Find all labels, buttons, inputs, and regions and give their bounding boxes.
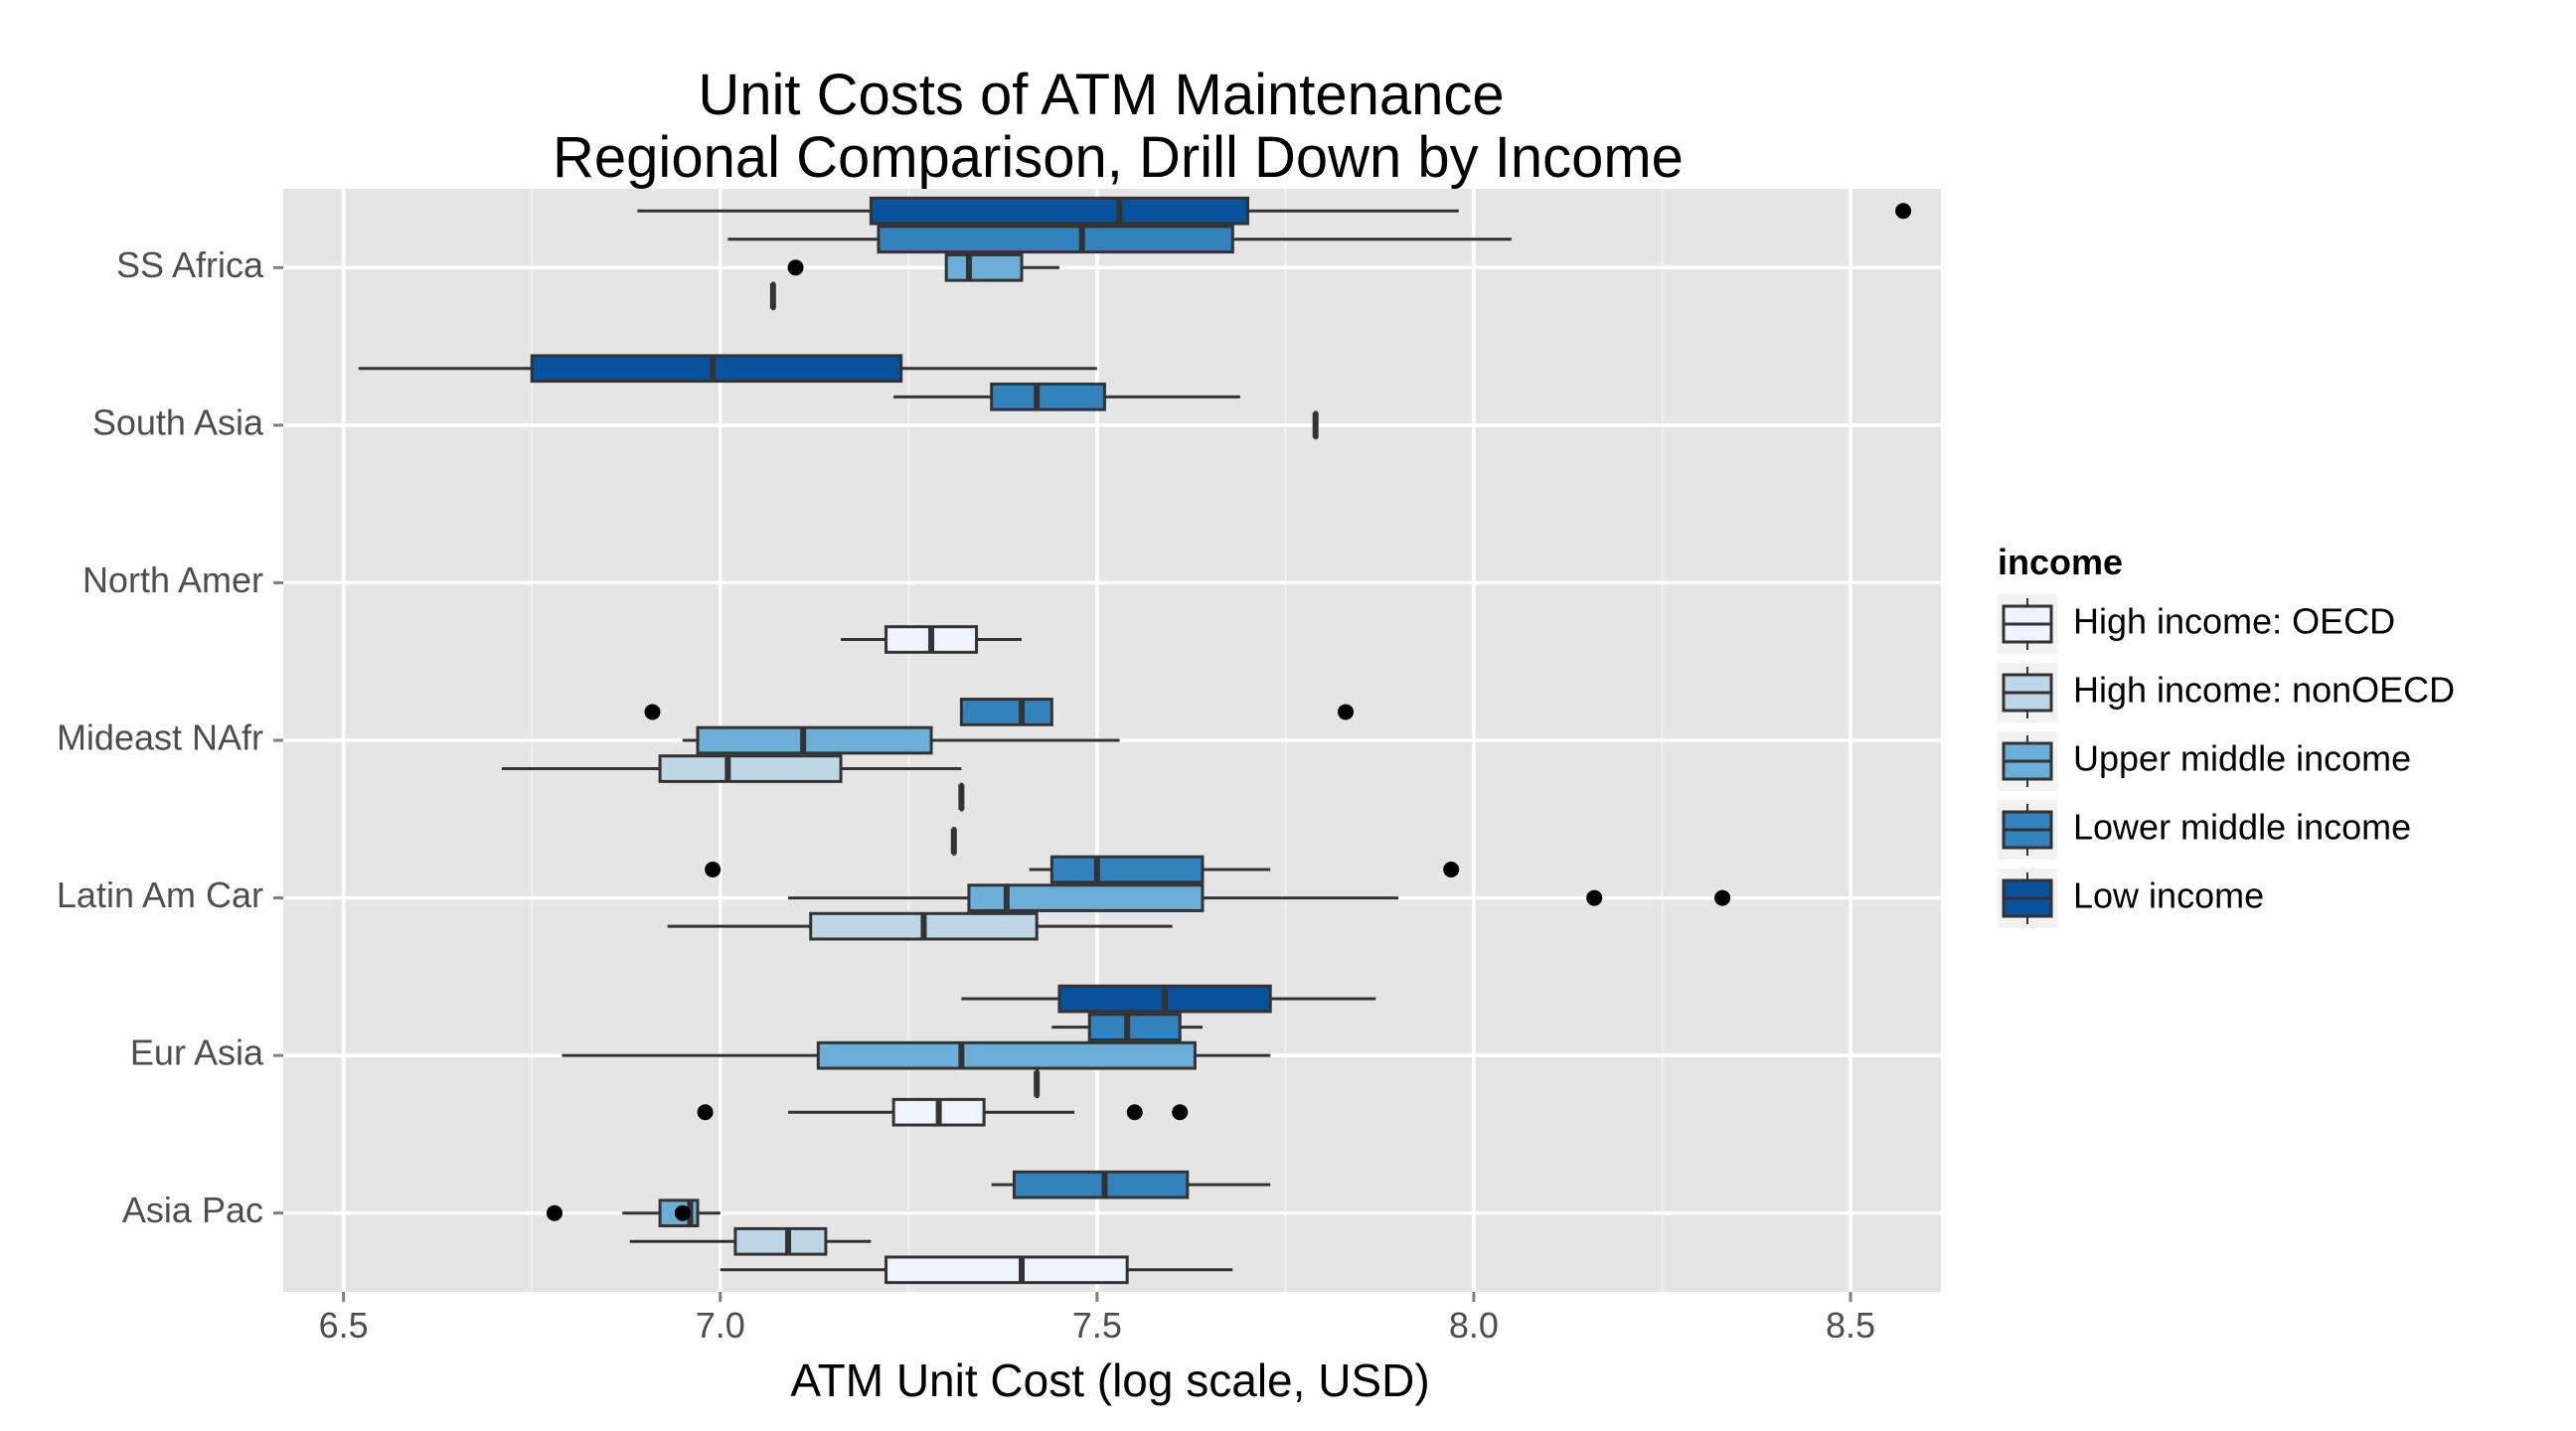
outlier-point bbox=[1895, 203, 1912, 220]
box-iqr bbox=[733, 1226, 828, 1256]
box-eur-asia-upper-middle-income bbox=[562, 1040, 1271, 1070]
outlier-point bbox=[705, 862, 722, 878]
outlier-point bbox=[1714, 889, 1731, 906]
y-tick-label: Latin Am Car bbox=[57, 874, 263, 915]
x-tick-label: 6.5 bbox=[319, 1305, 369, 1346]
legend-label: Upper middle income bbox=[2073, 738, 2411, 779]
legend-label: Lower middle income bbox=[2073, 807, 2411, 848]
box-latin-am-car-low-income bbox=[950, 827, 957, 856]
box-asia-pac-high-income-oecd bbox=[720, 1255, 1233, 1285]
box-iqr bbox=[1012, 1170, 1190, 1199]
y-tick-label: Asia Pac bbox=[122, 1190, 263, 1230]
x-axis-title: ATM Unit Cost (log scale, USD) bbox=[790, 1354, 1429, 1406]
legend-item-high-income-nonoecd: High income: nonOECD bbox=[1998, 663, 2455, 722]
box-asia-pac-high-income-nonoecd bbox=[629, 1226, 872, 1256]
outlier-point bbox=[1586, 889, 1603, 906]
box-asia-pac-lower-middle-income bbox=[991, 1170, 1271, 1199]
legend-item-high-income-oecd: High income: OECD bbox=[1998, 594, 2395, 654]
outlier-point bbox=[546, 1204, 563, 1221]
box-mideast-nafr-lower-middle-income bbox=[644, 698, 1355, 726]
box-mideast-nafr-upper-middle-income bbox=[682, 725, 1120, 755]
outlier-point bbox=[787, 259, 804, 276]
y-tick-label: North Amer bbox=[82, 559, 263, 600]
legend-title: income bbox=[1998, 542, 2123, 582]
y-axis: SS Africa South Asia North Amer Mideast NAf… bbox=[57, 244, 283, 1230]
x-tick-label: 7.5 bbox=[1072, 1305, 1122, 1346]
y-tick-label: Eur Asia bbox=[130, 1033, 264, 1073]
box-iqr bbox=[990, 382, 1106, 411]
box-latin-am-car-lower-middle-income bbox=[705, 855, 1460, 884]
box-mideast-nafr-high-income-oecd bbox=[958, 782, 965, 812]
legend-item-lower-middle-income: Lower middle income bbox=[1998, 800, 2411, 860]
box-eur-asia-lower-middle-income bbox=[1051, 1013, 1203, 1041]
box-iqr bbox=[869, 196, 1249, 226]
x-tick-label: 7.0 bbox=[696, 1305, 745, 1346]
outlier-point bbox=[674, 1204, 691, 1221]
box-latin-am-car-high-income-nonoecd bbox=[667, 911, 1173, 941]
chart-title-line-1: Unit Costs of ATM Maintenance bbox=[698, 63, 1504, 127]
box-south-asia-lower-middle-income bbox=[893, 382, 1240, 411]
box-north-amer-high-income-oecd bbox=[841, 625, 1023, 654]
box-mideast-nafr-high-income-nonoecd bbox=[501, 754, 962, 783]
outlier-point bbox=[1338, 704, 1355, 720]
box-iqr bbox=[1087, 1013, 1182, 1041]
outlier-point bbox=[1126, 1104, 1143, 1121]
box-iqr bbox=[959, 698, 1053, 726]
boxplot-series bbox=[358, 196, 1912, 1285]
box-iqr bbox=[696, 725, 933, 755]
box-south-asia-upper-middle-income bbox=[1312, 410, 1319, 440]
legend-label: Low income bbox=[2073, 875, 2264, 916]
box-iqr bbox=[944, 252, 1024, 282]
y-tick-label: SS Africa bbox=[116, 244, 264, 285]
box-ss-africa-low-income bbox=[637, 196, 1912, 226]
legend: income High income: OECD High income: non… bbox=[1998, 542, 2455, 928]
box-iqr bbox=[1049, 855, 1205, 884]
box-ss-africa-upper-middle-income bbox=[787, 252, 1059, 282]
box-iqr bbox=[816, 1040, 1197, 1070]
legend-label: High income: OECD bbox=[2073, 601, 2395, 642]
y-tick-label: South Asia bbox=[92, 401, 264, 442]
box-iqr bbox=[658, 754, 843, 783]
box-iqr bbox=[885, 1255, 1129, 1285]
legend-item-low-income: Low income bbox=[1998, 869, 2264, 928]
box-eur-asia-low-income bbox=[961, 984, 1376, 1014]
legend-item-upper-middle-income: Upper middle income bbox=[1998, 731, 2411, 791]
box-eur-asia-high-income-oecd bbox=[697, 1097, 1189, 1127]
box-south-asia-low-income bbox=[358, 354, 1097, 384]
x-axis: 6.5 7.0 7.5 8.0 8.5 bbox=[319, 1292, 1875, 1346]
legend-label: High income: nonOECD bbox=[2073, 670, 2455, 711]
x-tick-label: 8.0 bbox=[1449, 1305, 1499, 1346]
box-ss-africa-lower-middle-income bbox=[727, 225, 1512, 254]
box-asia-pac-upper-middle-income bbox=[546, 1198, 721, 1228]
box-iqr bbox=[530, 354, 903, 384]
chart-title-line-2: Regional Comparison, Drill Down by Incom… bbox=[553, 125, 1684, 190]
y-tick-label: Mideast NAfr bbox=[57, 717, 263, 758]
outlier-point bbox=[1443, 862, 1460, 878]
outlier-point bbox=[644, 704, 661, 720]
x-tick-label: 8.5 bbox=[1826, 1305, 1875, 1346]
box-eur-asia-high-income-nonoecd bbox=[1034, 1069, 1041, 1099]
box-ss-africa-high-income-nonoecd bbox=[769, 281, 776, 311]
outlier-point bbox=[697, 1104, 714, 1121]
box-latin-am-car-upper-middle-income bbox=[787, 883, 1731, 912]
outlier-point bbox=[1172, 1104, 1189, 1121]
box-iqr bbox=[877, 225, 1234, 254]
